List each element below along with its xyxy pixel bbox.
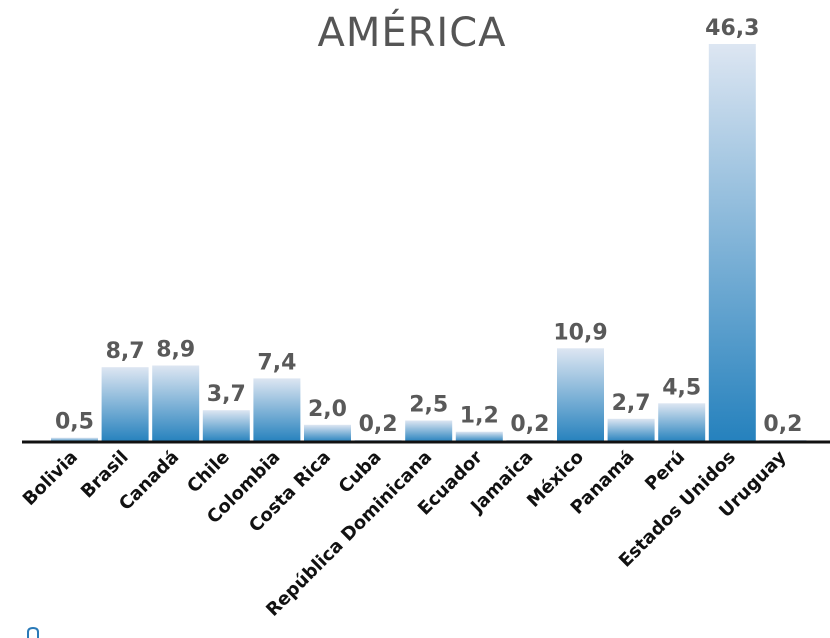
bar-13 <box>708 44 756 442</box>
value-label-14: 0,2 <box>763 412 802 437</box>
bar-3 <box>202 410 250 442</box>
value-label-7: 2,5 <box>409 393 448 418</box>
value-label-10: 10,9 <box>553 320 607 345</box>
value-label-6: 0,2 <box>359 412 398 437</box>
value-label-5: 2,0 <box>308 397 347 422</box>
bar-8 <box>455 431 503 442</box>
chart-title: AMÉRICA <box>317 8 506 56</box>
value-label-4: 7,4 <box>257 350 296 375</box>
value-label-13: 46,3 <box>705 16 759 41</box>
value-label-3: 3,7 <box>207 382 246 407</box>
bar-12 <box>658 403 706 442</box>
value-label-8: 1,2 <box>460 404 499 429</box>
bar-10 <box>557 348 604 442</box>
category-label-12: Perú <box>641 447 689 495</box>
bar-5 <box>304 424 351 442</box>
value-label-9: 0,2 <box>510 412 549 437</box>
bar-2 <box>152 365 200 442</box>
bar-1 <box>101 367 149 442</box>
value-label-0: 0,5 <box>55 410 94 435</box>
bar-0 <box>51 437 98 442</box>
value-label-2: 8,9 <box>156 338 195 363</box>
value-label-12: 4,5 <box>662 375 701 400</box>
bar-7 <box>405 420 453 442</box>
value-labels-group: 0,5 8,7 8,9 3,7 7,4 2,0 0,2 2,5 1,2 0,2 10,9 2,7 4,5… <box>55 16 802 437</box>
corner-mark-icon <box>27 626 39 638</box>
value-label-1: 8,7 <box>106 339 145 364</box>
bar-4 <box>253 378 301 442</box>
bars-group <box>51 44 807 442</box>
bar-11 <box>607 418 655 442</box>
category-label-0: Bolivia <box>19 447 82 510</box>
value-label-11: 2,7 <box>612 391 651 416</box>
